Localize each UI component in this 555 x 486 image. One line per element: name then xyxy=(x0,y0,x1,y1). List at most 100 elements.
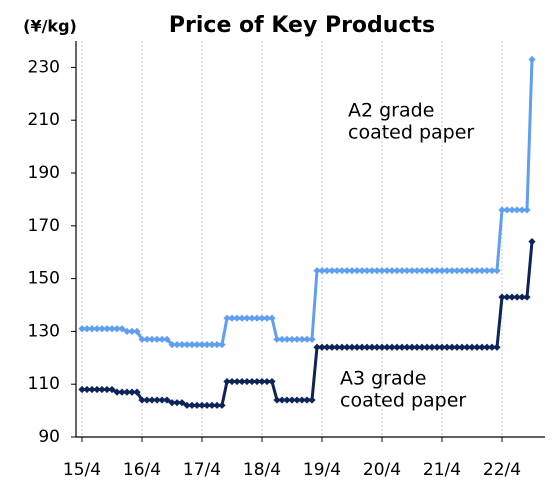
data-point xyxy=(423,343,431,351)
data-point xyxy=(143,335,151,343)
data-point xyxy=(523,206,531,214)
data-point xyxy=(283,335,291,343)
data-point xyxy=(508,206,516,214)
data-point xyxy=(498,206,506,214)
data-point xyxy=(263,314,271,322)
data-point xyxy=(93,385,101,394)
data-point xyxy=(303,396,311,404)
data-point xyxy=(143,396,151,404)
data-point xyxy=(513,293,521,301)
data-point xyxy=(263,377,271,386)
data-point xyxy=(338,343,346,351)
data-point xyxy=(403,267,411,275)
x-tick-label: 19/4 xyxy=(303,460,341,480)
data-point xyxy=(118,388,126,396)
data-point xyxy=(213,401,221,409)
data-point xyxy=(188,341,196,349)
data-point xyxy=(463,343,471,351)
y-tick-label: 190 xyxy=(28,163,60,183)
data-point xyxy=(138,335,146,343)
data-point xyxy=(133,388,141,396)
data-point xyxy=(448,343,456,351)
data-point xyxy=(393,267,401,275)
data-point xyxy=(408,343,416,351)
data-point xyxy=(458,343,466,351)
data-point xyxy=(468,343,476,351)
data-point xyxy=(328,343,336,351)
data-point xyxy=(128,327,136,335)
data-point xyxy=(418,267,426,275)
data-point xyxy=(358,267,366,275)
data-point xyxy=(483,267,491,275)
data-point xyxy=(183,401,191,409)
data-point xyxy=(103,385,111,394)
data-point xyxy=(293,396,301,404)
data-point xyxy=(268,314,276,322)
data-point xyxy=(218,401,226,409)
data-point xyxy=(153,396,161,404)
data-point xyxy=(228,377,236,386)
data-point xyxy=(233,314,241,322)
annotation: A3 grade xyxy=(340,368,426,390)
y-tick-label: 170 xyxy=(28,216,60,236)
data-point xyxy=(88,325,96,333)
data-point xyxy=(413,343,421,351)
data-point xyxy=(228,314,236,322)
data-point xyxy=(478,343,486,351)
data-point xyxy=(373,343,381,351)
data-point xyxy=(423,267,431,275)
data-point xyxy=(318,343,326,351)
data-point xyxy=(108,385,116,394)
data-point xyxy=(203,341,211,349)
data-point xyxy=(388,267,396,275)
data-point xyxy=(298,335,306,343)
data-point xyxy=(173,341,181,349)
data-point xyxy=(323,267,331,275)
data-point xyxy=(513,206,521,214)
data-point xyxy=(193,341,201,349)
data-point xyxy=(438,267,446,275)
data-point xyxy=(378,267,386,275)
data-point xyxy=(503,293,511,301)
data-point xyxy=(198,401,206,409)
data-point xyxy=(278,335,286,343)
data-point xyxy=(458,267,466,275)
data-point xyxy=(503,206,511,214)
y-tick-label: 150 xyxy=(28,269,60,289)
data-point xyxy=(293,335,301,343)
data-point xyxy=(433,267,441,275)
data-point xyxy=(238,314,246,322)
data-point xyxy=(473,343,481,351)
data-point xyxy=(363,267,371,275)
data-point xyxy=(353,343,361,351)
data-point xyxy=(418,343,426,351)
data-point xyxy=(473,267,481,275)
data-point xyxy=(248,377,256,386)
data-point xyxy=(83,325,91,333)
data-point xyxy=(528,55,536,64)
data-point xyxy=(158,335,166,343)
data-point xyxy=(368,267,376,275)
annotation: coated paper xyxy=(340,390,466,412)
data-point xyxy=(163,396,171,404)
data-point xyxy=(308,335,316,343)
data-point xyxy=(113,388,121,396)
x-tick-label: 20/4 xyxy=(363,460,401,480)
data-point xyxy=(83,385,91,394)
data-point xyxy=(213,341,221,349)
data-point xyxy=(453,343,461,351)
data-point xyxy=(328,267,336,275)
x-tick-label: 15/4 xyxy=(63,460,101,480)
data-point xyxy=(438,343,446,351)
data-point xyxy=(428,343,436,351)
data-point xyxy=(198,341,206,349)
data-point xyxy=(178,341,186,349)
data-point xyxy=(398,267,406,275)
data-point xyxy=(338,267,346,275)
data-point xyxy=(333,343,341,351)
y-tick-label: 90 xyxy=(38,427,60,447)
y-tick-label: 230 xyxy=(28,57,60,77)
data-point xyxy=(108,325,116,333)
data-point xyxy=(148,396,156,404)
